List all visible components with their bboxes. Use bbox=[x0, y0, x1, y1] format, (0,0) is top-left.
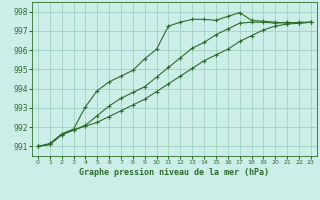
X-axis label: Graphe pression niveau de la mer (hPa): Graphe pression niveau de la mer (hPa) bbox=[79, 168, 269, 177]
